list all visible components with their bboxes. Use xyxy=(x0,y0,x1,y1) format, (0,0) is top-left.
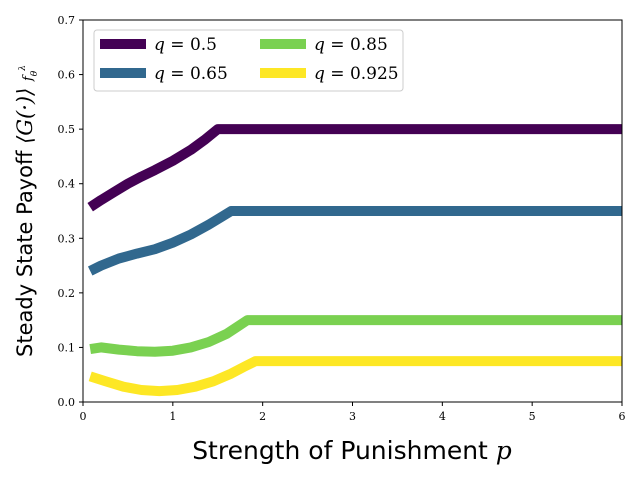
series-layer xyxy=(87,124,622,397)
y-axis-title: Steady State Payoff ⟨G(·)⟩ fθλ xyxy=(13,65,40,357)
y-tick-label: 0.1 xyxy=(58,341,76,354)
y-tick-label: 0.4 xyxy=(58,178,76,191)
legend-items: q = 0.5 q = 0.65 q = 0.85 q = 0.925 xyxy=(100,35,399,84)
x-tick-label: 6 xyxy=(619,410,626,423)
y-tick-label: 0.3 xyxy=(58,232,76,245)
y-tick-label: 0.7 xyxy=(58,14,76,27)
series-line-4 xyxy=(88,356,622,397)
legend-box xyxy=(93,29,404,92)
x-tick-label: 5 xyxy=(529,410,536,423)
legend-label-3: q = 0.85 xyxy=(314,35,388,55)
series-line-2 xyxy=(87,206,622,276)
y-tick-label: 0.5 xyxy=(58,123,76,136)
series-line-1 xyxy=(87,124,622,212)
x-tick-label: 4 xyxy=(439,410,446,423)
x-tick-label: 2 xyxy=(259,410,266,423)
legend: q = 0.5 q = 0.65 q = 0.85 q = 0.925 xyxy=(93,29,404,92)
legend-label-4: q = 0.925 xyxy=(314,64,399,84)
y-tick-label: 0.6 xyxy=(58,69,76,82)
y-tick-label: 0.0 xyxy=(58,396,76,409)
legend-label-1: q = 0.5 xyxy=(154,35,217,55)
x-axis-title: Strength of Punishment p xyxy=(192,436,512,465)
x-tick-label: 3 xyxy=(349,410,356,423)
y-tick-label: 0.2 xyxy=(58,287,76,300)
series-line-3 xyxy=(89,315,622,357)
legend-label-2: q = 0.65 xyxy=(154,64,228,84)
ticks-layer: 0 1 2 3 4 5 6 0.0 0.1 0.2 0.3 0.4 0.5 0.6 0.7 xyxy=(58,14,626,423)
x-tick-label: 0 xyxy=(80,410,87,423)
x-tick-label: 1 xyxy=(169,410,176,423)
